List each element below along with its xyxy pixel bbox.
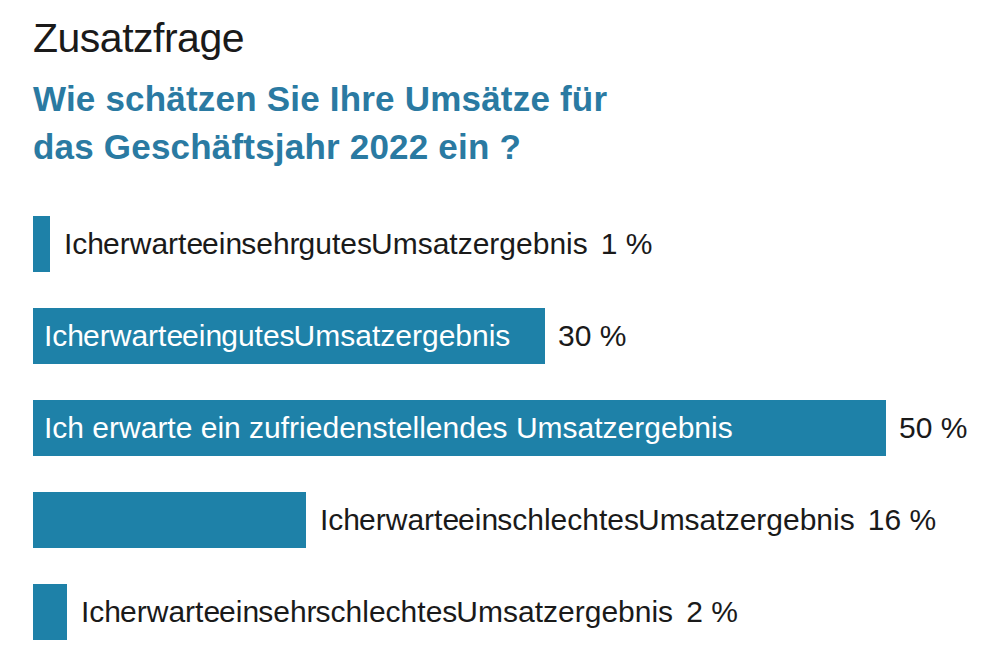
bar-zufriedenstellendes: Ich erwarte ein zufriedenstellendes Umsa… (33, 400, 886, 456)
bar-chart: Ich erwarte ein sehr gutes Umsatzergebni… (33, 216, 988, 640)
chart-row-sehr-schlechtes: Ich erwarte ein sehr schlechtes Umsatzer… (33, 584, 988, 640)
chart-row-sehr-gutes: Ich erwarte ein sehr gutes Umsatzergebni… (33, 216, 988, 272)
bar-label-schlechtes: Ich erwarte ein schlechtes Umsatzergebni… (320, 503, 855, 537)
survey-chart-page: Zusatzfrage Wie schätzen Sie Ihre Umsätz… (0, 0, 988, 664)
chart-row-zufriedenstellendes: Ich erwarte ein zufriedenstellendes Umsa… (33, 400, 988, 456)
bar-value-schlechtes: 16 % (868, 503, 936, 537)
bar-value-gutes: 30 % (558, 319, 626, 353)
bar-schlechtes (33, 492, 306, 548)
subtitle-line-2: das Geschäftsjahr 2022 ein ? (33, 127, 521, 166)
bar-sehr-schlechtes (33, 584, 67, 640)
question-subtitle: Wie schätzen Sie Ihre Umsätze für das Ges… (33, 75, 988, 170)
subtitle-line-1: Wie schätzen Sie Ihre Umsätze für (33, 79, 607, 118)
bar-value-sehr-schlechtes: 2 % (686, 595, 738, 629)
bar-label-gutes: Ich erwarte ein gutes Umsatzergebnis (33, 319, 510, 353)
bar-gutes: Ich erwarte ein gutes Umsatzergebnis (33, 308, 545, 364)
bar-value-zufriedenstellendes: 50 % (899, 411, 967, 445)
bar-value-sehr-gutes: 1 % (601, 227, 653, 261)
chart-row-schlechtes: Ich erwarte ein schlechtes Umsatzergebni… (33, 492, 988, 548)
bar-label-sehr-gutes: Ich erwarte ein sehr gutes Umsatzergebni… (64, 227, 588, 261)
bar-sehr-gutes (33, 216, 50, 272)
bar-label-zufriedenstellendes: Ich erwarte ein zufriedenstellendes Umsa… (33, 411, 733, 445)
chart-row-gutes: Ich erwarte ein gutes Umsatzergebnis 30 … (33, 308, 988, 364)
page-title: Zusatzfrage (33, 16, 988, 61)
bar-label-sehr-schlechtes: Ich erwarte ein sehr schlechtes Umsatzer… (81, 595, 673, 629)
